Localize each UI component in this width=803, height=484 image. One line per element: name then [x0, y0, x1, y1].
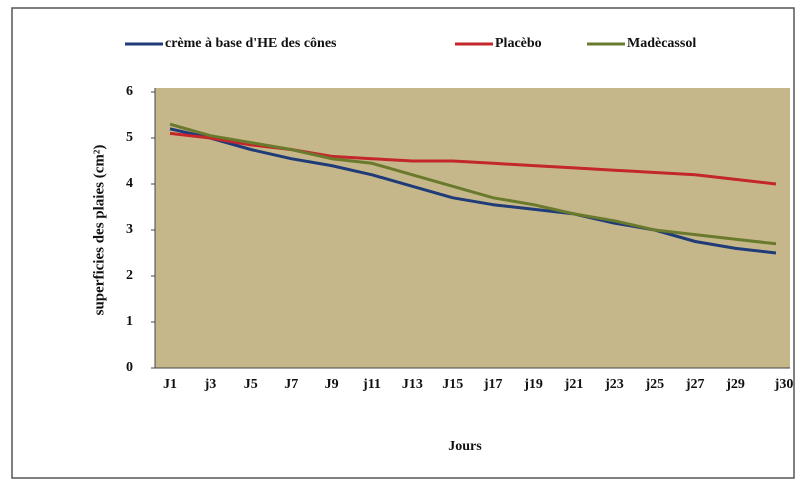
x-axis-label: Jours	[448, 439, 482, 454]
series-line	[169, 122, 777, 246]
x-tick-label: J9	[325, 377, 339, 392]
x-tick-label: j21	[564, 377, 584, 392]
x-tick-label: j29	[725, 377, 745, 392]
x-tick-label: J15	[442, 377, 463, 392]
x-tick-label: j17	[483, 377, 503, 392]
series-line	[169, 127, 777, 255]
x-tick-label: j3	[204, 377, 217, 392]
y-tick-label: 2	[126, 268, 133, 283]
y-axis-label: superficies des plaies (cm²)	[91, 145, 107, 316]
plot-area	[155, 88, 790, 368]
y-tick-label: 6	[126, 84, 133, 99]
y-tick-label: 0	[126, 360, 133, 375]
legend-label: Madècassol	[627, 36, 696, 51]
x-tick-label: J7	[284, 377, 298, 392]
legend-label: crème à base d'HE des cônes	[165, 36, 337, 51]
x-tick-label: J1	[163, 377, 177, 392]
y-tick-label: 1	[126, 314, 133, 329]
x-tick-label: J5	[244, 377, 258, 392]
x-tick-label: j11	[362, 377, 381, 392]
x-tick-label: j19	[523, 377, 543, 392]
x-tick-label: j23	[604, 377, 624, 392]
x-tick-label: J13	[402, 377, 423, 392]
y-tick-label: 5	[126, 130, 133, 145]
x-tick-label: j30	[774, 377, 794, 392]
legend-label: Placèbo	[495, 36, 542, 51]
x-tick-label: j27	[685, 377, 705, 392]
x-tick-label: j25	[644, 377, 664, 392]
y-tick-label: 4	[126, 176, 133, 191]
y-tick-label: 3	[126, 222, 133, 237]
